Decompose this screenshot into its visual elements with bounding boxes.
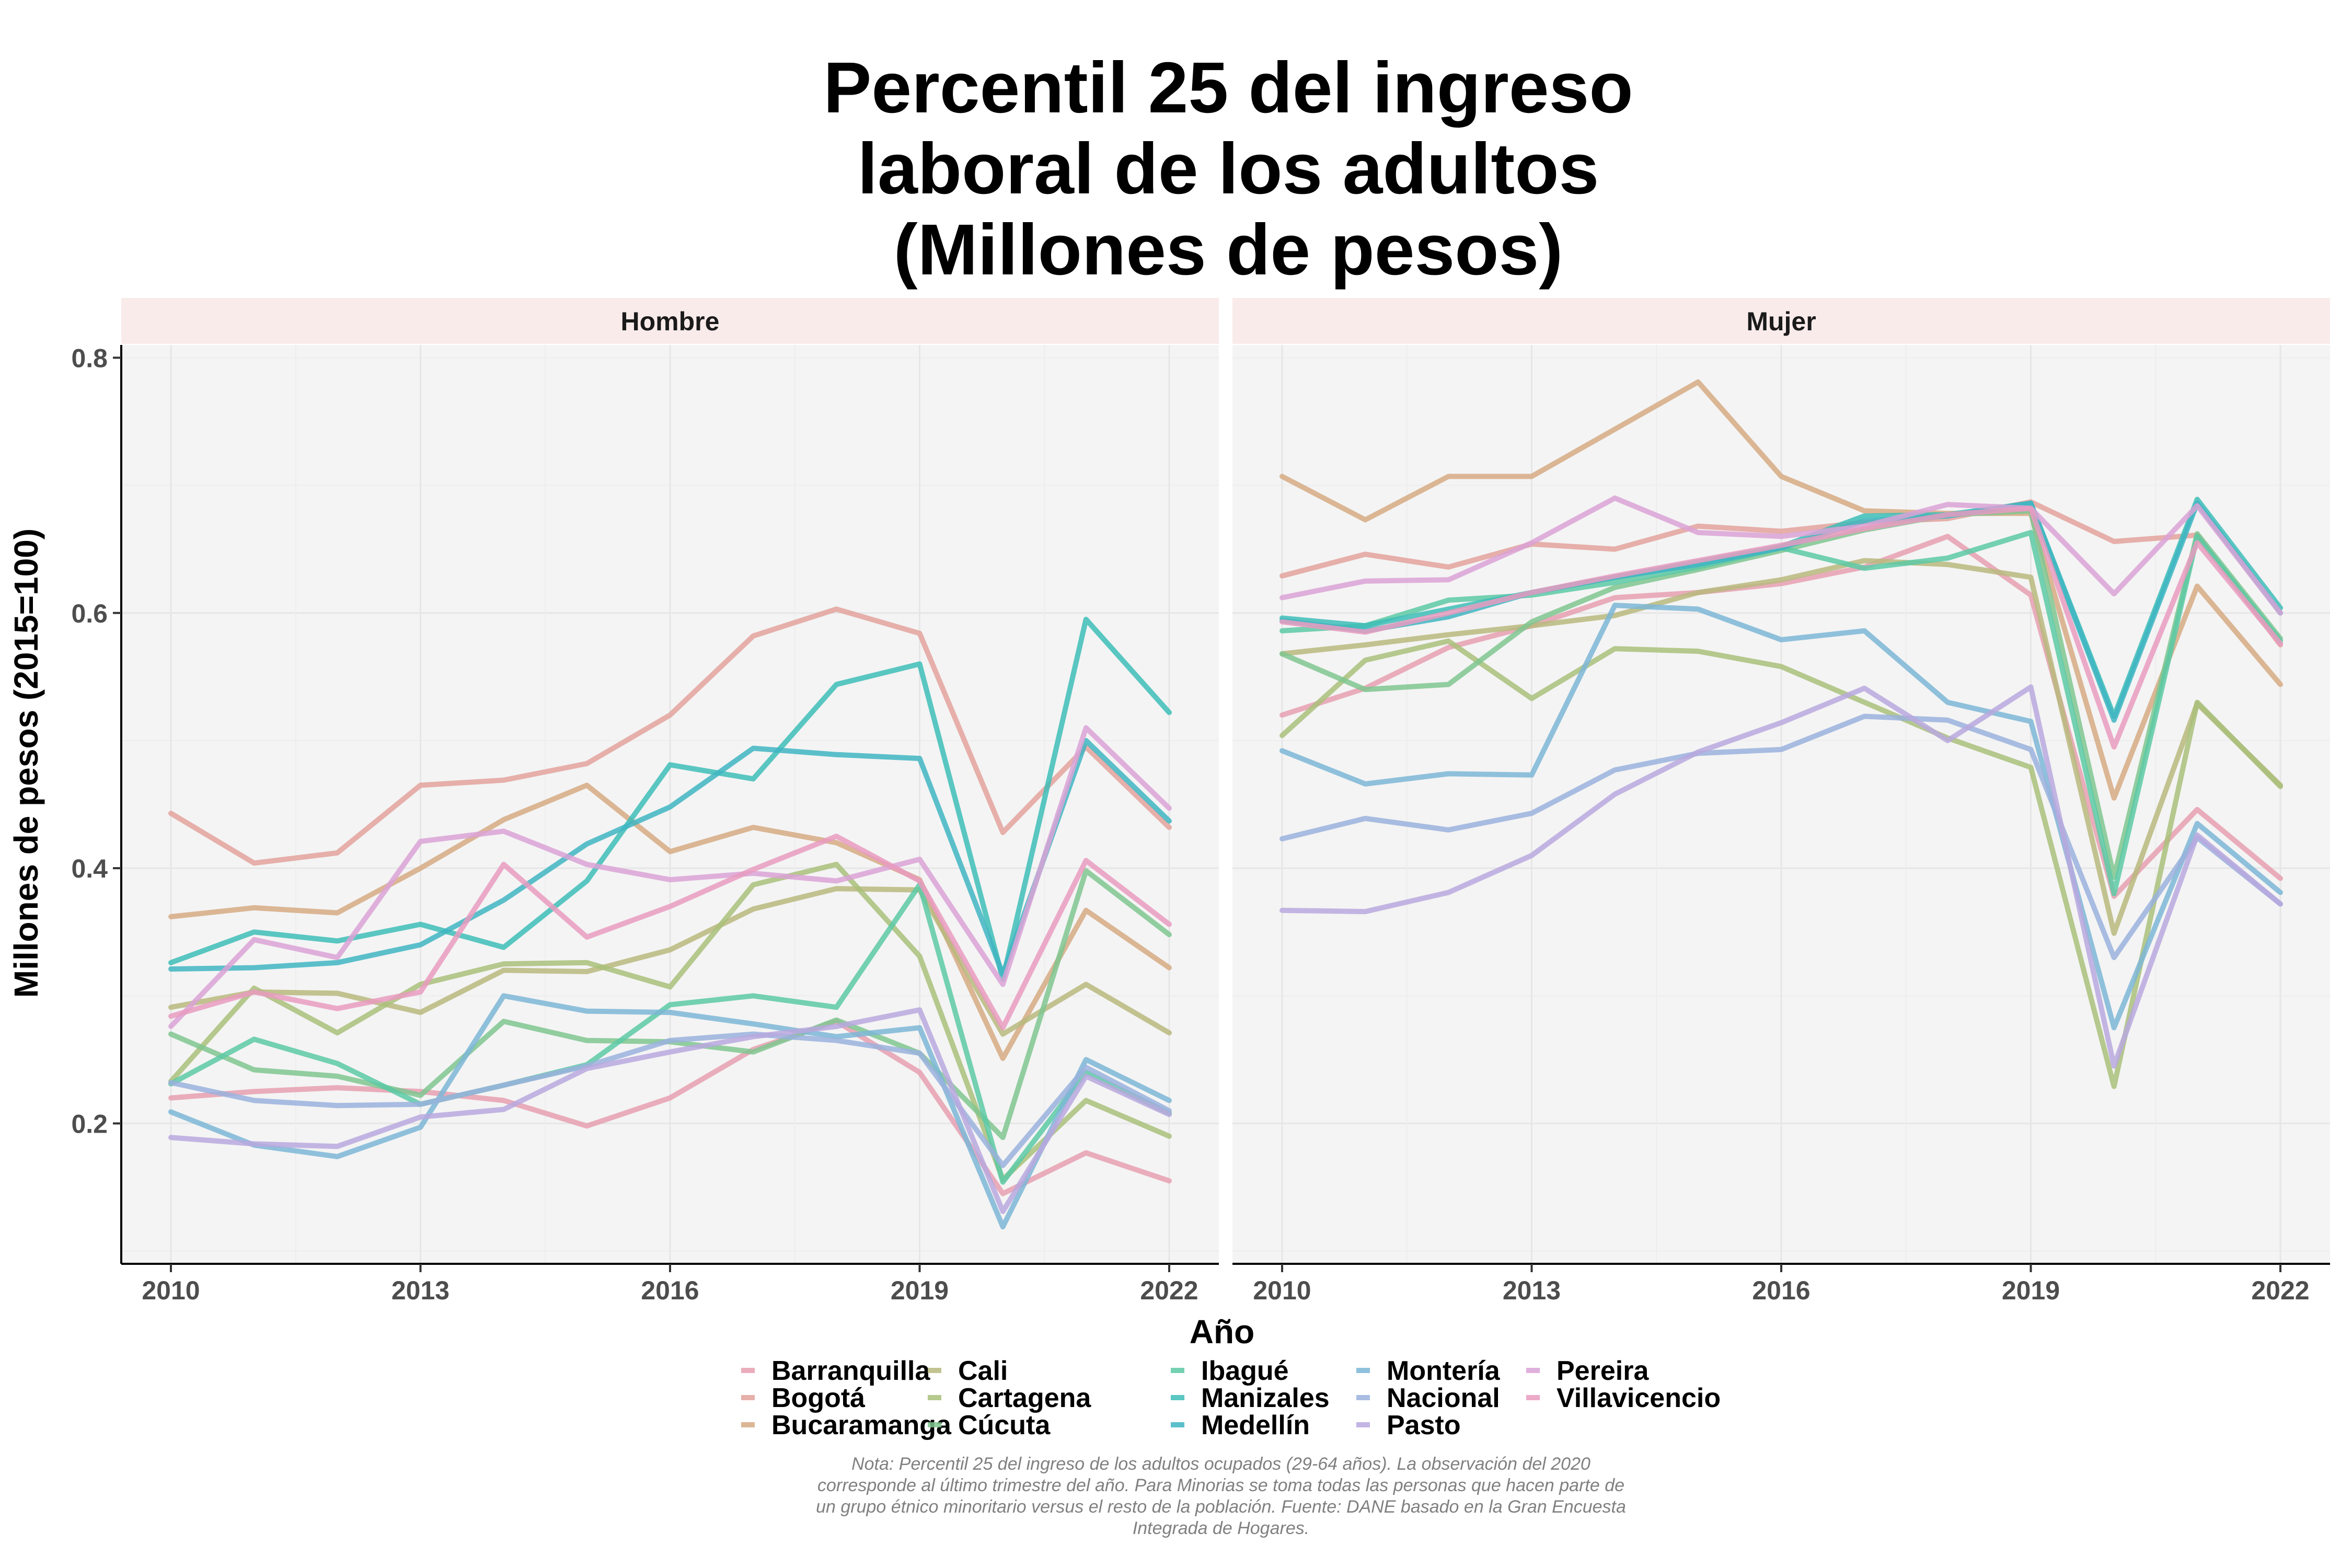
legend-item-barranquilla: Barranquilla	[741, 1356, 930, 1386]
x-tick-label: 2019	[2002, 1276, 2060, 1305]
note-line-2: corresponde al último trimestre del año.…	[817, 1475, 1624, 1495]
y-tick-label: 0.6	[71, 599, 108, 628]
line-ibague-hombre	[168, 882, 1172, 1185]
legend-label-pasto: Pasto	[1387, 1410, 1461, 1440]
x-tick-label: 2019	[891, 1276, 949, 1305]
legend-item-ibague: Ibagué	[1171, 1356, 1289, 1386]
line-barranquilla-hombre	[168, 1019, 1172, 1196]
line-cali-mujer	[1279, 558, 2283, 936]
strip-hombre	[121, 298, 1219, 344]
strip-label-hombre: Hombre	[621, 307, 720, 336]
line-medellin-hombre	[168, 737, 1172, 977]
legend-item-monteria: Montería	[1356, 1356, 1501, 1386]
legend-item-cartagena: Cartagena	[928, 1383, 1091, 1413]
legend-item-medellin: Medellín	[1171, 1410, 1310, 1440]
x-tick-label: 2010	[142, 1276, 200, 1305]
legend-label-cali: Cali	[958, 1356, 1008, 1386]
legend-item-pasto: Pasto	[1356, 1410, 1461, 1440]
legend-item-cucuta: Cúcuta	[928, 1410, 1051, 1440]
y-tick-label: 0.2	[71, 1109, 108, 1138]
line-pasto-hombre	[168, 1007, 1172, 1214]
x-axis-title: Año	[1190, 1313, 1254, 1351]
x-tick-label: 2016	[1752, 1276, 1810, 1305]
note-line-1: Nota: Percentil 25 del ingreso de los ad…	[851, 1454, 1590, 1474]
x-tick-label: 2010	[1253, 1276, 1311, 1305]
legend-item-villavicencio: Villavicencio	[1526, 1383, 1721, 1413]
legend-item-pereira: Pereira	[1526, 1356, 1649, 1386]
legend-item-bogota: Bogotá	[741, 1383, 866, 1413]
x-tick-label: 2013	[1503, 1276, 1561, 1305]
y-tick-label: 0.4	[71, 854, 108, 883]
x-tick-label: 2013	[391, 1276, 449, 1305]
x-tick-label: 2022	[1140, 1276, 1198, 1305]
line-pereira-mujer	[1279, 495, 2283, 616]
legend-item-nacional: Nacional	[1356, 1383, 1500, 1413]
legend-label-manizales: Manizales	[1201, 1383, 1330, 1413]
facet-panels: Hombre 2010 2013 2016 2019 2022 0.2 0.4 0.6 0.8 Mu…	[71, 298, 2330, 1305]
legend-label-barranquilla: Barranquilla	[771, 1356, 930, 1386]
legend-label-monteria: Montería	[1387, 1356, 1501, 1386]
strip-mujer	[1232, 298, 2330, 344]
legend-label-cartagena: Cartagena	[958, 1383, 1091, 1413]
legend-label-bogota: Bogotá	[771, 1383, 866, 1413]
line-monteria-hombre	[168, 993, 1172, 1230]
line-monteria-mujer	[1279, 603, 2283, 1031]
legend-label-ibague: Ibagué	[1201, 1356, 1289, 1386]
line-pasto-mujer	[1279, 684, 2283, 1069]
line-villavicencio-mujer	[1279, 505, 2283, 750]
line-nacional-hombre	[168, 1031, 1172, 1168]
note-line-4: Integrada de Hogares.	[1133, 1518, 1309, 1538]
legend-label-bucaramanga: Bucaramanga	[771, 1410, 952, 1440]
legend: BarranquillaBogotáBucaramangaCaliCartage…	[741, 1356, 1721, 1440]
line-nacional-mujer	[1279, 713, 2283, 960]
legend-item-cali: Cali	[928, 1356, 1008, 1386]
series-hombre	[168, 606, 1172, 1230]
legend-label-nacional: Nacional	[1387, 1383, 1500, 1413]
grid-mujer	[1232, 345, 2330, 1264]
title-line-2: laboral de los adultos	[858, 129, 1599, 209]
legend-item-manizales: Manizales	[1171, 1383, 1330, 1413]
panel-hombre: Hombre 2010 2013 2016 2019 2022 0.2 0.4 0.6 0.8	[71, 298, 1219, 1305]
footnote: Nota: Percentil 25 del ingreso de los ad…	[816, 1454, 1626, 1538]
line-villavicencio-hombre	[168, 834, 1172, 1031]
legend-label-medellin: Medellín	[1201, 1410, 1310, 1440]
legend-label-cucuta: Cúcuta	[958, 1410, 1051, 1440]
y-axis-title: Millones de pesos (2015=100)	[7, 528, 45, 998]
line-pereira-hombre	[168, 725, 1172, 1029]
title-line-1: Percentil 25 del ingreso	[823, 48, 1633, 128]
chart-title: Percentil 25 del ingreso laboral de los …	[823, 48, 1633, 290]
note-line-3: un grupo étnico minoritario versus el re…	[816, 1497, 1626, 1517]
line-bogota-hombre	[168, 606, 1172, 866]
line-bogota-mujer	[1279, 499, 2283, 648]
line-cali-hombre	[168, 886, 1172, 1037]
legend-item-bucaramanga: Bucaramanga	[741, 1410, 952, 1440]
legend-label-pereira: Pereira	[1557, 1356, 1649, 1386]
title-line-3: (Millones de pesos)	[894, 210, 1563, 290]
x-tick-label: 2016	[641, 1276, 699, 1305]
panel-mujer: Mujer 2010 2013 2016 2019 2022	[1232, 298, 2330, 1305]
line-bucaramanga-mujer	[1279, 379, 2283, 801]
series-mujer	[1279, 379, 2283, 1089]
line-bucaramanga-hombre	[168, 782, 1172, 1061]
strip-label-mujer: Mujer	[1746, 307, 1816, 336]
legend-label-villavicencio: Villavicencio	[1557, 1383, 1721, 1413]
x-tick-label: 2022	[2251, 1276, 2309, 1305]
line-cartagena-mujer	[1279, 638, 2283, 1089]
y-tick-label: 0.8	[71, 343, 108, 373]
